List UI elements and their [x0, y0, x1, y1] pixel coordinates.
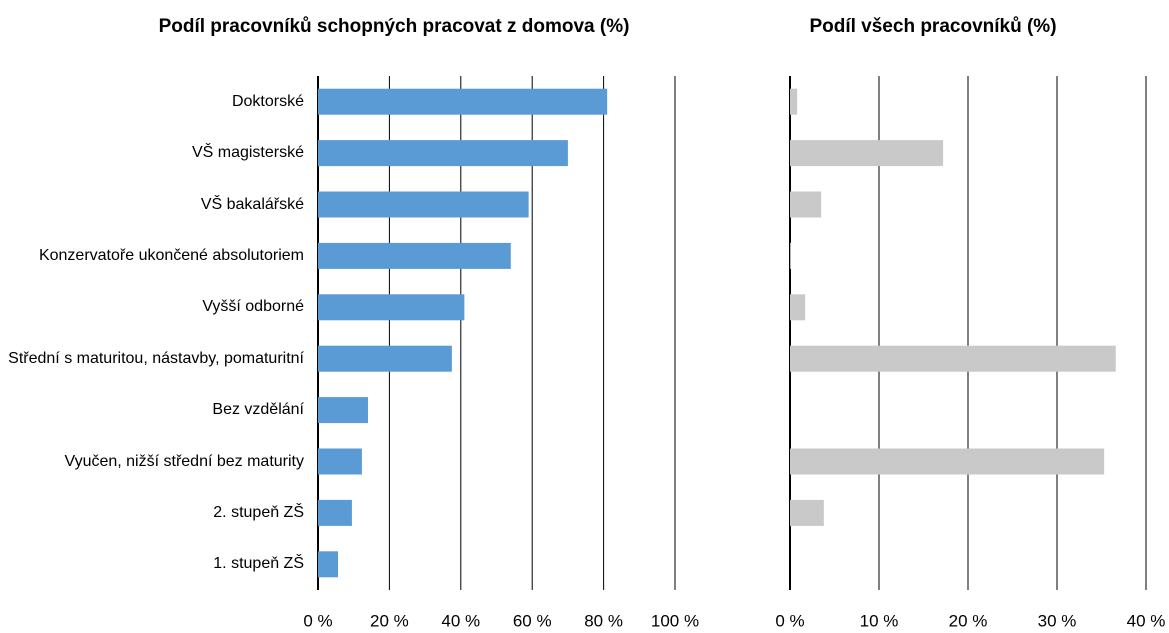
bar	[318, 448, 362, 475]
category-label: Vyučen, nižší střední bez maturity	[64, 452, 304, 470]
x-tick-label: 0 %	[775, 611, 804, 630]
x-tick-label: 20 %	[370, 611, 409, 630]
x-tick-label: 0 %	[303, 611, 332, 630]
category-label: 1. stupeň ZŠ	[213, 555, 304, 573]
x-tick-label: 80 %	[584, 611, 623, 630]
bar	[318, 499, 352, 526]
bar	[318, 191, 529, 218]
category-label: VŠ bakalářské	[200, 195, 304, 213]
chart-title: Podíl pracovníků schopných pracovat z do…	[159, 16, 630, 37]
x-tick-label: 60 %	[513, 611, 552, 630]
bar	[318, 140, 568, 167]
category-label: Bez vzdělání	[212, 401, 304, 419]
x-tick-label: 10 %	[860, 611, 899, 630]
category-label: Doktorské	[231, 92, 304, 110]
x-tick-label: 40 %	[441, 611, 480, 630]
category-label: Střední s maturitou, nástavby, pomaturit…	[8, 349, 304, 367]
category-label: Vyšší odborné	[202, 298, 304, 316]
bar	[318, 397, 368, 424]
bar	[790, 499, 824, 526]
bar	[790, 345, 1116, 372]
bar	[790, 242, 791, 269]
bar	[790, 191, 822, 218]
bar	[790, 88, 798, 115]
bar	[318, 345, 452, 372]
bar	[318, 242, 511, 269]
category-label: 2. stupeň ZŠ	[213, 503, 304, 521]
x-tick-label: 30 %	[1038, 611, 1077, 630]
x-tick-label: 20 %	[949, 611, 988, 630]
category-label: VŠ magisterské	[191, 144, 304, 162]
bar	[790, 448, 1105, 475]
bar	[318, 88, 608, 115]
bar	[318, 551, 338, 578]
x-tick-label: 100 %	[651, 611, 699, 630]
bar	[318, 294, 465, 321]
category-label: Konzervatoře ukončené absolutoriem	[38, 246, 304, 264]
x-tick-label: 40 %	[1127, 611, 1166, 630]
chart-title: Podíl všech pracovníků (%)	[809, 16, 1056, 37]
bar	[790, 140, 944, 167]
bar	[790, 294, 806, 321]
